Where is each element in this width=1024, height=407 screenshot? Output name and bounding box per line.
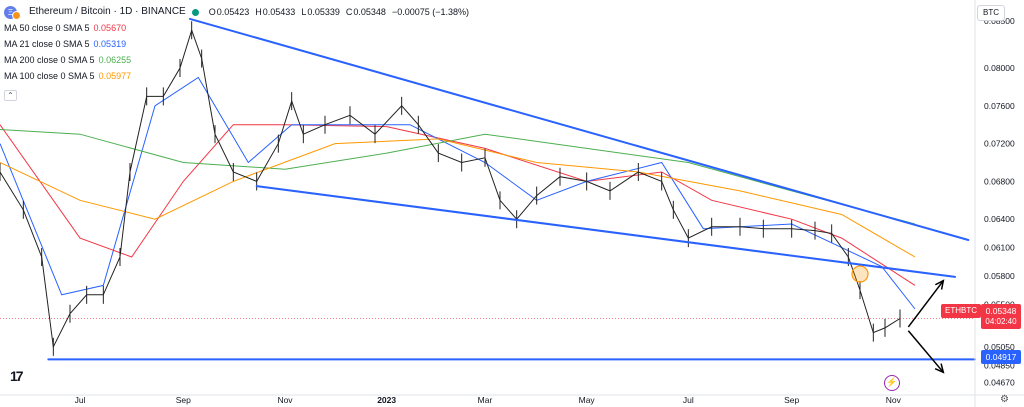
upper-trendline bbox=[189, 17, 970, 242]
open-value: 0.05423 bbox=[216, 7, 250, 17]
price-axis[interactable]: 0.085000.080000.076000.072000.068000.064… bbox=[974, 0, 1015, 407]
low-key: L bbox=[301, 7, 307, 17]
high-key: H bbox=[255, 7, 262, 17]
indicator-ma21[interactable]: MA 21 close 0 SMA 5 0.05319 bbox=[4, 36, 469, 52]
last-price-tag: 0.05348 bbox=[981, 304, 1021, 318]
y-tick-label: 0.04670 bbox=[984, 378, 1015, 388]
x-tick-label: 2023 bbox=[377, 395, 396, 405]
change-value: −0.00075 (−1.38%) bbox=[391, 7, 469, 17]
lower-trendline bbox=[255, 185, 956, 278]
indicator-label: MA 50 close 0 SMA 5 bbox=[4, 23, 90, 33]
arrow-down-head bbox=[934, 363, 945, 374]
x-tick-label: Sep bbox=[176, 395, 191, 405]
x-tick-label: Nov bbox=[886, 395, 902, 405]
lightning-icon[interactable]: ⚡ bbox=[884, 375, 900, 391]
indicator-value: 0.05670 bbox=[93, 23, 127, 33]
indicator-value: 0.05977 bbox=[98, 71, 132, 81]
indicator-value: 0.06255 bbox=[98, 55, 132, 65]
breakdown-highlight bbox=[851, 265, 869, 283]
gear-icon[interactable]: ⚙ bbox=[1000, 394, 1009, 405]
close-key: C bbox=[345, 7, 353, 17]
indicator-ma100[interactable]: MA 100 close 0 SMA 5 0.05977 bbox=[4, 68, 469, 84]
arrow-up-head bbox=[934, 279, 945, 290]
ma-line-ma200 bbox=[0, 129, 916, 225]
arrow-up bbox=[907, 280, 944, 328]
x-tick-label: Jul bbox=[683, 395, 694, 405]
chart-legend: Ξ Ethereum / Bitcoin · 1D · BINANCE O 0.0… bbox=[4, 4, 469, 101]
indicator-label: MA 200 close 0 SMA 5 bbox=[4, 55, 95, 65]
bitcoin-icon bbox=[12, 10, 21, 20]
currency-button[interactable]: BTC bbox=[977, 5, 1005, 21]
symbol-tag: ETHBTC bbox=[941, 304, 981, 318]
indicator-ma50[interactable]: MA 50 close 0 SMA 5 0.05670 bbox=[4, 20, 469, 36]
collapse-legend-button[interactable]: ⌃ bbox=[4, 90, 17, 101]
arrow-down bbox=[907, 330, 944, 373]
y-tick-label: 0.05050 bbox=[984, 342, 1015, 352]
time-axis[interactable]: Jul Sep Nov 2023 Mar May Jul Sep Nov bbox=[0, 394, 1024, 405]
countdown-tag: 04:02:40 bbox=[981, 315, 1021, 329]
x-tick-label: Nov bbox=[277, 395, 293, 405]
x-tick-label: Mar bbox=[478, 395, 493, 405]
y-tick-label: 0.08000 bbox=[984, 63, 1015, 73]
tradingview-logo[interactable]: 17 bbox=[10, 368, 24, 384]
y-tick-label: 0.06400 bbox=[984, 214, 1015, 224]
market-status-dot bbox=[191, 8, 199, 16]
close-value: 0.05348 bbox=[353, 7, 386, 17]
open-key: O bbox=[208, 7, 216, 17]
y-tick-label: 0.04850 bbox=[984, 361, 1015, 371]
indicator-label: MA 100 close 0 SMA 5 bbox=[4, 71, 95, 81]
y-tick-label: 0.07200 bbox=[984, 139, 1015, 149]
symbol-header: Ξ Ethereum / Bitcoin · 1D · BINANCE O 0.0… bbox=[4, 4, 469, 20]
high-value: 0.05433 bbox=[262, 7, 296, 17]
ma-line-ma21 bbox=[0, 76, 916, 310]
indicator-value: 0.05319 bbox=[93, 39, 127, 49]
y-tick-label: 0.06800 bbox=[984, 176, 1015, 186]
symbol-title[interactable]: Ethereum / Bitcoin · 1D · BINANCE bbox=[29, 6, 186, 17]
x-tick-label: Jul bbox=[75, 395, 86, 405]
ethereum-icon: Ξ bbox=[4, 5, 21, 20]
x-tick-label: Sep bbox=[784, 395, 799, 405]
y-tick-label: 0.06100 bbox=[984, 243, 1015, 253]
indicator-ma200[interactable]: MA 200 close 0 SMA 5 0.06255 bbox=[4, 52, 469, 68]
y-tick-label: 0.07600 bbox=[984, 101, 1015, 111]
ma-line-ma100 bbox=[0, 138, 916, 258]
support-price-tag: 0.04917 bbox=[981, 350, 1021, 364]
x-tick-label: May bbox=[579, 395, 596, 405]
indicator-label: MA 21 close 0 SMA 5 bbox=[4, 39, 90, 49]
y-tick-label: 0.05800 bbox=[984, 271, 1015, 281]
low-value: 0.05339 bbox=[307, 7, 340, 17]
